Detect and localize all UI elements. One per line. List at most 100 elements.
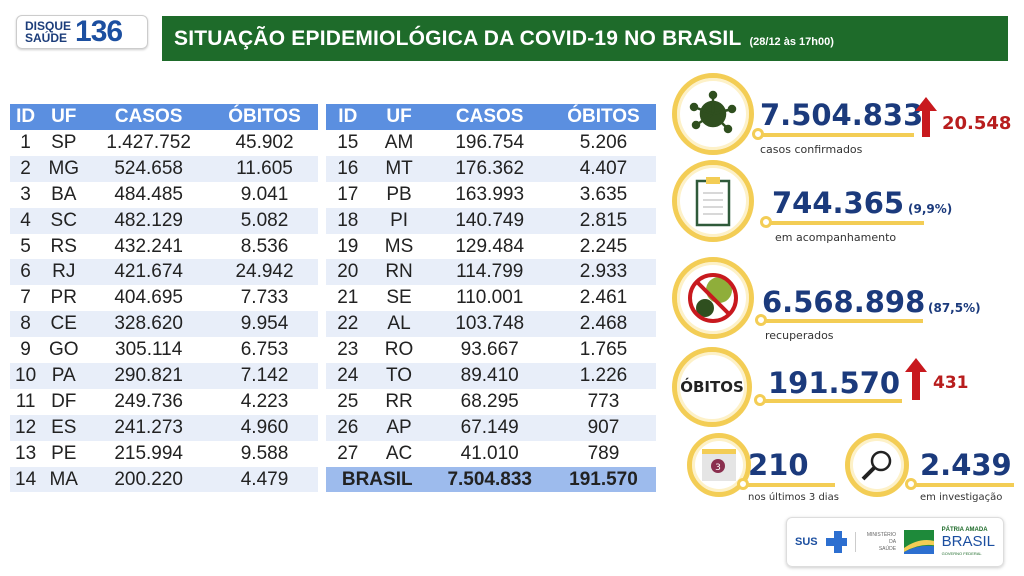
table-row: 2 MG 524.658 11.605 [10,155,318,182]
table-cell: 3 [20,183,31,205]
table-cell: 15 [337,131,359,153]
total-label: BRASIL [326,466,429,493]
table-cell: 482.129 [86,207,211,234]
table-cell: 5.206 [579,131,628,153]
table-cell: 7.142 [211,363,318,389]
patria-text: PÁTRIA AMADA [941,527,988,533]
table-cell: 4 [10,207,42,234]
table-cell: 6 [10,259,42,286]
table-row: 20 RN 114.799 2.933 [326,259,656,286]
table-cell: DF [51,390,77,412]
brazil-flag-icon [904,530,934,554]
logo-text: DISQUE [25,19,72,33]
table-cell: MS [384,235,414,257]
table-cell: 68.295 [460,390,519,412]
increase-arrow-icon [915,97,937,137]
logo-number: 136 [75,15,123,48]
table-row: 11 DF 249.736 4.223 [10,389,318,415]
calendar-icon: 3 [687,433,751,497]
government-logos: SUS MINISTÉRIO DA SAÚDE PÁTRIA AMADA BRASI… [786,517,1004,567]
total-cases: 7.504.833 [428,466,551,493]
report-date: (28/12 às 17h00) [749,35,834,48]
table-cell: 89.410 [428,363,551,389]
table-cell: 20 [326,259,370,286]
table-header: ID UF CASOS ÓBITOS [10,104,318,130]
table-cell: 4.960 [211,414,318,441]
table-cell: BA [51,183,77,205]
table-cell: 16 [326,155,370,182]
table-cell: 110.001 [456,287,524,309]
table-cell: 10 [10,363,42,389]
table-cell: 8.536 [240,235,289,257]
table-row: 12 ES 241.273 4.960 [10,414,318,441]
table-cell: 67.149 [428,414,551,441]
table-cell: 1.427.752 [106,131,191,153]
table-row: 23 RO 93.667 1.765 [326,337,656,363]
table-cell: MG [41,155,87,182]
table-cell: 19 [337,235,359,257]
table-cell: 25 [337,390,359,412]
sus-logo: SUS [795,536,818,548]
table-cell: 12 [10,414,42,441]
table-row: 9 GO 305.114 6.753 [10,337,318,363]
recovered-label: recuperados [765,329,834,342]
table-cell: 24 [326,363,370,389]
table-row: 1 SP 1.427.752 45.902 [10,130,318,156]
table-cell: AC [385,442,413,464]
column-header: UF [369,104,429,130]
table-cell: 176.362 [428,155,551,182]
sus-cross-icon [825,531,847,553]
table-cell: 17 [337,183,359,205]
column-header: CASOS [86,104,211,130]
table-cell: 21 [337,287,359,309]
column-header: CASOS [428,104,551,130]
table-cell: 23 [337,339,359,361]
table-cell: 2.245 [579,235,628,257]
table-cell: 2 [10,155,42,182]
recovered-pct: (87,5%) [928,301,981,315]
title-banner: SITUAÇÃO EPIDEMIOLÓGICA DA COVID-19 NO B… [162,16,1008,61]
table-row: 14 MA 200.220 4.479 [10,466,318,493]
investigation-value: 2.439 [920,448,1012,482]
table-cell: 27 [337,442,359,464]
table-cell: SE [386,287,412,309]
table-row: 16 MT 176.362 4.407 [326,155,656,182]
table-row: 22 AL 103.748 2.468 [326,311,656,338]
table-cell: RN [369,259,429,286]
table-cell: 26 [326,414,370,441]
table-cell: PR [50,287,77,309]
table-cell: 9.954 [211,311,318,338]
column-header: ID [10,104,42,130]
table-cell: 22 [326,311,370,338]
table-cell: 4.407 [550,155,656,182]
table-cell: 5.082 [211,207,318,234]
table-cell: 8 [10,311,42,338]
table-cell: 524.658 [86,155,211,182]
table-cell: 45.902 [235,131,294,153]
table-cell: 2.933 [550,259,656,286]
table-cell: 7.733 [240,287,289,309]
table-cell: GO [48,339,79,361]
logo-text: SAÚDE [25,31,68,45]
deaths-value: 191.570 [768,366,901,400]
table-row: 25 RR 68.295 773 [326,389,656,415]
investigation-label: em investigação [920,492,1003,503]
table-cell: 93.667 [460,339,519,361]
table-cell: 11 [15,390,36,412]
table-cell: AM [384,131,414,153]
table-cell: 907 [550,414,656,441]
page-title: SITUAÇÃO EPIDEMIOLÓGICA DA COVID-19 NO B… [174,26,742,50]
deaths-increase: 431 [933,373,969,393]
table-cell: CE [41,311,87,338]
monitoring-pct: (9,9%) [908,202,953,216]
table-cell: RO [384,339,414,361]
table-cell: 140.749 [428,207,551,234]
states-table-left: ID UF CASOS ÓBITOS 1 SP 1.427.752 45.902 2 MG 524.… [10,104,318,493]
column-header: ÓBITOS [550,104,656,130]
table-row: 10 PA 290.821 7.142 [10,363,318,389]
table-cell: SP [51,131,77,153]
brasil-text: BRASIL [941,533,995,550]
table-cell: 1.765 [579,339,628,361]
last-3-days-label: nos últimos 3 dias [748,492,839,503]
clipboard-icon [672,160,754,242]
